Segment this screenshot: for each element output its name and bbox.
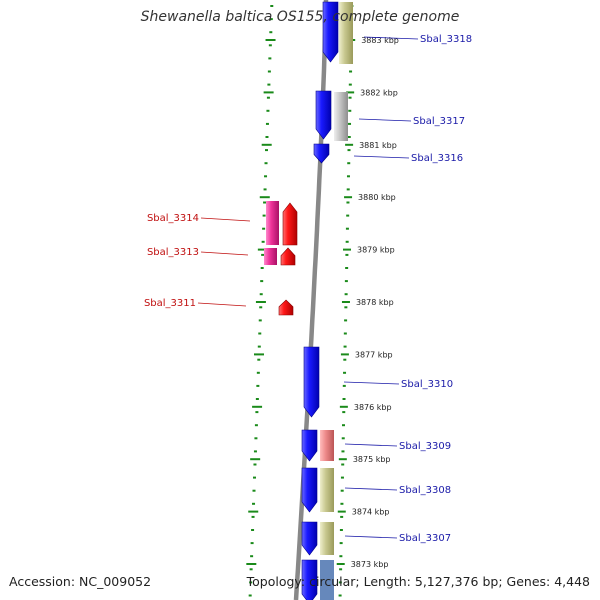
gene-leader-line [344,443,398,447]
topology-text: Topology: circular; Length: 5,127,376 bp… [246,574,590,589]
forward-gene-arrow [313,143,330,164]
gene-leader-line [343,381,400,385]
gene-label: Sbal_3311 [144,298,196,309]
map-title: Shewanella baltica OS155, complete genom… [140,9,460,25]
gene-label: Sbal_3309 [399,441,451,452]
reverse-gene-arrow [282,202,298,246]
feature-layer [264,1,353,600]
forward-gene-arrow [315,90,332,140]
kbp-label: 3881 kbp [359,141,397,150]
companion-feature-block [320,522,334,555]
label-layer: Sbal_3318 Sbal_3317 Sbal_3316 Sbal_3310 Sbal… [144,34,472,544]
gene-label: Sbal_3318 [420,34,472,45]
gene-leader-line [197,302,247,307]
forward-gene-arrow [303,346,320,418]
gene-leader-line [344,535,398,539]
kbp-label: 3879 kbp [357,246,395,255]
kbp-label: 3877 kbp [355,350,393,359]
gene-label: Sbal_3307 [399,533,451,544]
kbp-label: 3873 kbp [351,560,389,569]
forward-gene-arrow [301,467,318,513]
forward-gene-arrow [301,521,318,556]
forward-gene-arrow [301,429,318,462]
gene-label: Sbal_3314 [147,213,199,224]
reverse-feature-block [264,248,277,265]
gene-leader-line [358,118,412,122]
forward-gene-arrow [301,559,318,600]
companion-feature-block [320,560,334,600]
gene-leader-line [200,251,249,256]
gene-leader-line [344,487,398,491]
kbp-label: 3876 kbp [354,403,392,412]
kbp-label: 3875 kbp [353,455,391,464]
gene-leader-line [200,217,251,222]
kbp-label: 3874 kbp [352,508,390,517]
reverse-gene-arrow [278,299,294,316]
gene-leader-line [353,155,410,159]
gene-label: Sbal_3313 [147,247,199,258]
gene-label: Sbal_3317 [413,116,465,127]
kbp-label: 3882 kbp [360,88,398,97]
kbp-label: 3883 kbp [361,36,399,45]
companion-feature-block [339,2,353,64]
kbp-label: 3878 kbp [356,298,394,307]
gene-leader-line [363,36,419,40]
gene-label: Sbal_3310 [401,379,453,390]
gene-label: Sbal_3316 [411,153,463,164]
reverse-feature-block [266,201,279,245]
companion-feature-block [320,430,334,461]
accession-text: Accession: NC_009052 [9,574,152,589]
kbp-label: 3880 kbp [358,193,396,202]
reverse-gene-arrow [280,247,296,266]
gene-label: Sbal_3308 [399,485,451,496]
forward-gene-arrow [322,1,339,63]
companion-feature-block [320,468,334,512]
companion-feature-block [334,92,348,141]
